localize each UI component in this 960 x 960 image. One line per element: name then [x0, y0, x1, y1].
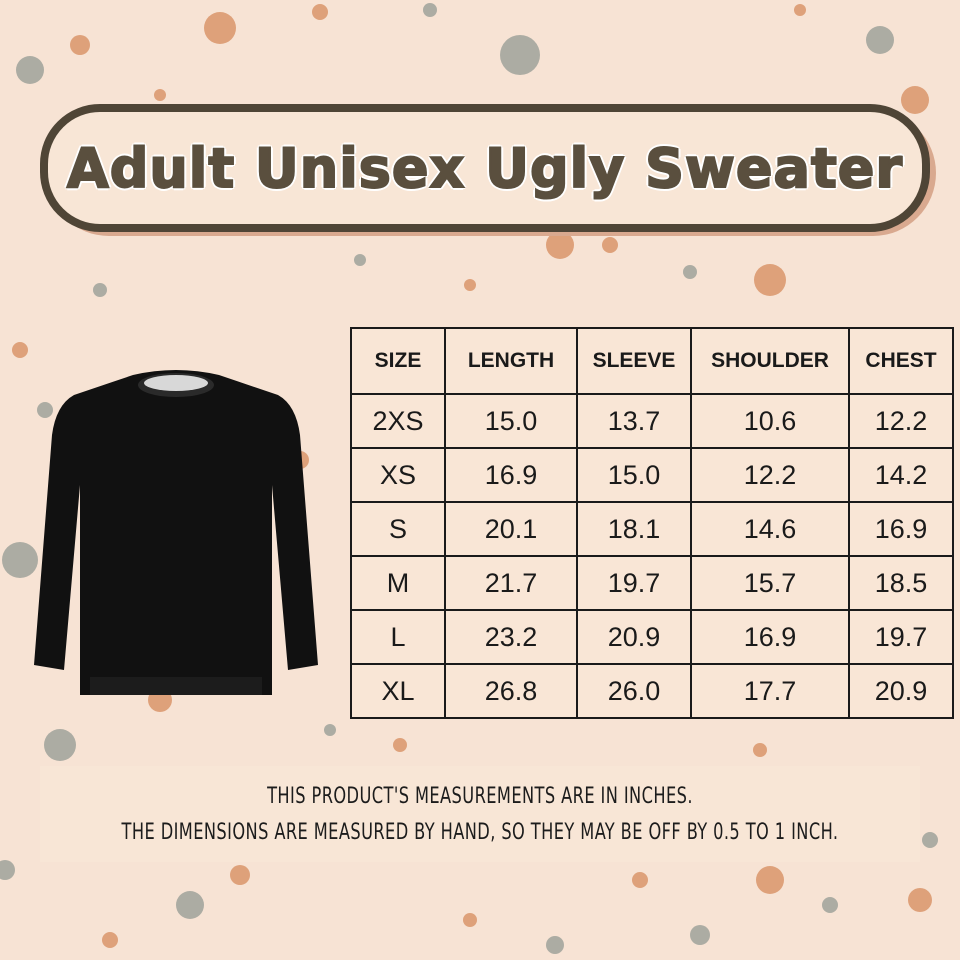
- table-row: M 21.7 19.7 15.7 18.5: [350, 555, 954, 611]
- measurement-cell: 21.7: [444, 555, 578, 611]
- measurement-cell: 14.6: [690, 501, 850, 557]
- decorative-dot: [794, 4, 806, 16]
- decorative-dot: [463, 913, 477, 927]
- measurement-cell: 18.5: [848, 555, 954, 611]
- measurement-cell: 23.2: [444, 609, 578, 665]
- measurement-cell: 19.7: [848, 609, 954, 665]
- measurement-cell: 20.9: [576, 609, 692, 665]
- measurement-cell: 16.9: [848, 501, 954, 557]
- decorative-dot: [16, 56, 44, 84]
- measurement-cell: 26.0: [576, 663, 692, 719]
- decorative-dot: [546, 231, 574, 259]
- sweater-image: [34, 370, 318, 695]
- size-cell: XS: [350, 447, 446, 503]
- header-sleeve: SLEEVE: [576, 327, 692, 395]
- measurement-cell: 17.7: [690, 663, 850, 719]
- decorative-dot: [2, 542, 38, 578]
- decorative-dot: [602, 237, 618, 253]
- decorative-dot: [93, 283, 107, 297]
- decorative-dot: [922, 832, 938, 848]
- size-cell: S: [350, 501, 446, 557]
- measurement-cell: 26.8: [444, 663, 578, 719]
- size-cell: 2XS: [350, 393, 446, 449]
- measurement-cell: 20.9: [848, 663, 954, 719]
- decorative-dot: [44, 729, 76, 761]
- table-row: XS 16.9 15.0 12.2 14.2: [350, 447, 954, 503]
- measurement-cell: 12.2: [690, 447, 850, 503]
- decorative-dot: [154, 89, 166, 101]
- decorative-dot: [102, 932, 118, 948]
- decorative-dot: [312, 4, 328, 20]
- size-cell: M: [350, 555, 446, 611]
- note-units: THIS PRODUCT'S MEASUREMENTS ARE IN INCHE…: [267, 784, 693, 809]
- decorative-dot: [70, 35, 90, 55]
- measurement-cell: 15.0: [576, 447, 692, 503]
- table-row: 2XS 15.0 13.7 10.6 12.2: [350, 393, 954, 449]
- decorative-dot: [12, 342, 28, 358]
- decorative-dot: [546, 936, 564, 954]
- decorative-dot: [176, 891, 204, 919]
- decorative-dot: [822, 897, 838, 913]
- decorative-dot: [354, 254, 366, 266]
- table-row: L 23.2 20.9 16.9 19.7: [350, 609, 954, 665]
- decorative-dot: [754, 264, 786, 296]
- size-cell: XL: [350, 663, 446, 719]
- decorative-dot: [423, 3, 437, 17]
- header-chest: CHEST: [848, 327, 954, 395]
- decorative-dot: [683, 265, 697, 279]
- decorative-dot: [464, 279, 476, 291]
- decorative-dot: [901, 86, 929, 114]
- size-chart-table: SIZE LENGTH SLEEVE SHOULDER CHEST 2XS 15.…: [350, 327, 954, 719]
- decorative-dot: [756, 866, 784, 894]
- size-cell: L: [350, 609, 446, 665]
- decorative-dot: [0, 860, 15, 880]
- decorative-dot: [632, 872, 648, 888]
- table-row: XL 26.8 26.0 17.7 20.9: [350, 663, 954, 719]
- decorative-dot: [500, 35, 540, 75]
- header-shoulder: SHOULDER: [690, 327, 850, 395]
- note-background: [40, 766, 920, 862]
- header-length: LENGTH: [444, 327, 578, 395]
- measurement-cell: 16.9: [444, 447, 578, 503]
- measurement-cell: 18.1: [576, 501, 692, 557]
- decorative-dot: [230, 865, 250, 885]
- measurement-cell: 16.9: [690, 609, 850, 665]
- table-row: S 20.1 18.1 14.6 16.9: [350, 501, 954, 557]
- header-size: SIZE: [350, 327, 446, 395]
- decorative-dot: [204, 12, 236, 44]
- decorative-dot: [393, 738, 407, 752]
- note-accuracy: THE DIMENSIONS ARE MEASURED BY HAND, SO …: [121, 820, 839, 845]
- table-header-row: SIZE LENGTH SLEEVE SHOULDER CHEST: [350, 327, 954, 395]
- measurement-cell: 20.1: [444, 501, 578, 557]
- decorative-dot: [324, 724, 336, 736]
- decorative-dot: [866, 26, 894, 54]
- decorative-dot: [908, 888, 932, 912]
- page-title: Adult Unisex Ugly Sweater: [66, 136, 904, 201]
- measurement-cell: 12.2: [848, 393, 954, 449]
- decorative-dot: [753, 743, 767, 757]
- measurement-cell: 13.7: [576, 393, 692, 449]
- measurement-cell: 15.0: [444, 393, 578, 449]
- measurement-cell: 15.7: [690, 555, 850, 611]
- measurement-cell: 10.6: [690, 393, 850, 449]
- title-banner: Adult Unisex Ugly Sweater: [40, 104, 930, 232]
- decorative-dot: [690, 925, 710, 945]
- measurement-cell: 19.7: [576, 555, 692, 611]
- decorative-dot: [37, 402, 53, 418]
- measurement-cell: 14.2: [848, 447, 954, 503]
